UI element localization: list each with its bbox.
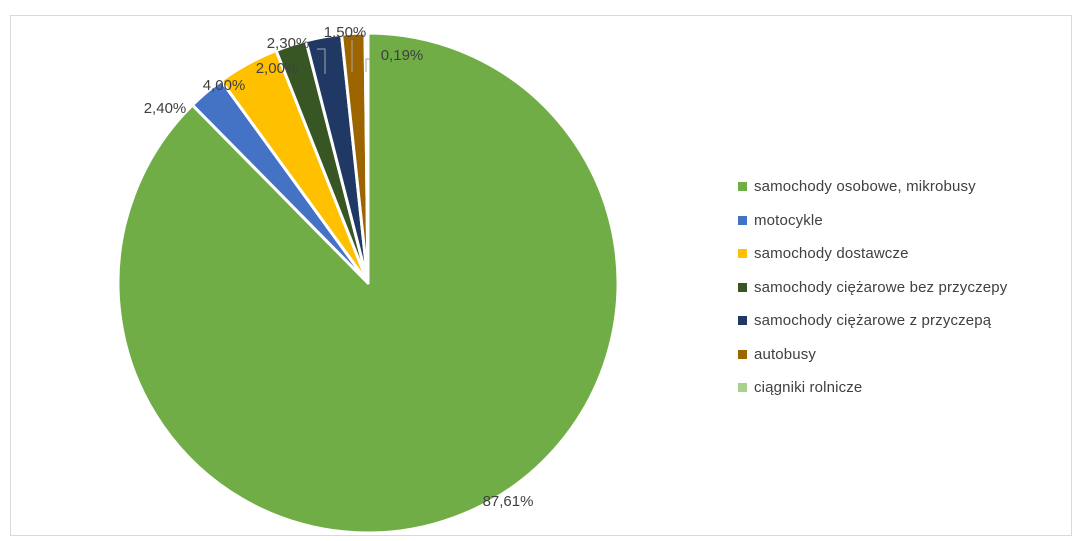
legend-item-7: ciągniki rolnicze [738,371,1068,405]
legend-swatch [738,349,747,359]
legend-label: samochody dostawcze [754,245,909,263]
legend-item-3: samochody dostawcze [738,237,1068,271]
data-label-6: 1,50% [324,24,367,41]
legend-label: samochody osobowe, mikrobusy [754,178,976,196]
pie-slice-7 [363,31,370,285]
legend-label: motocykle [754,211,823,229]
legend-label: samochody ciężarowe bez przyczepy [754,278,1008,296]
data-label-4: 2,00% [256,60,299,77]
legend-label: samochody ciężarowe z przyczepą [754,312,992,330]
legend-item-1: samochody osobowe, mikrobusy [738,170,1068,204]
legend-label: autobusy [754,345,817,363]
legend-label: ciągniki rolnicze [754,379,863,397]
legend-swatch [738,383,747,393]
data-label-7: 0,19% [381,47,424,64]
legend-item-2: motocykle [738,204,1068,238]
data-label-1: 87,61% [483,493,534,510]
legend-swatch [738,249,747,259]
legend-item-6: autobusy [738,338,1068,372]
legend-swatch [738,215,747,225]
chart-legend: samochody osobowe, mikrobusy motocykle sam… [738,170,1068,405]
leader-line-5 [317,48,326,74]
legend-item-5: samochody ciężarowe z przyczepą [738,304,1068,338]
legend-swatch [738,282,747,292]
leader-line-7 [365,58,370,72]
legend-swatch [738,182,747,192]
legend-swatch [738,316,747,326]
data-label-2: 2,40% [144,100,187,117]
data-label-5: 2,30% [267,35,310,52]
data-label-3: 4,00% [203,77,246,94]
legend-item-4: samochody ciężarowe bez przyczepy [738,271,1068,305]
